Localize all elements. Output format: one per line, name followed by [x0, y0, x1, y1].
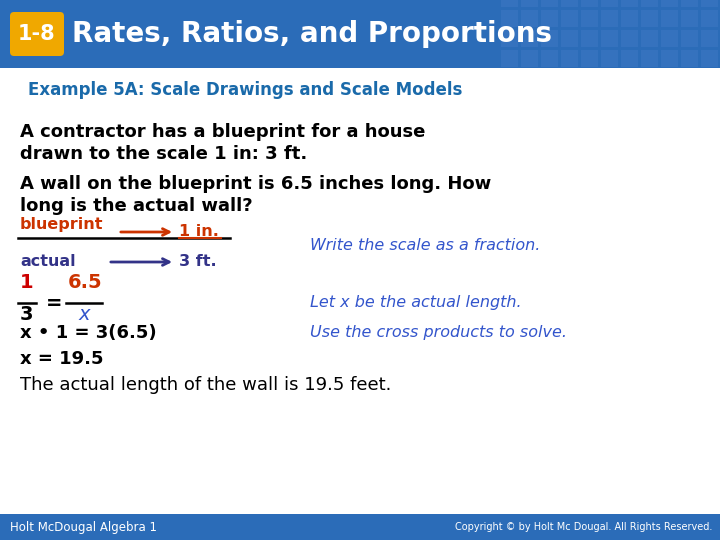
Text: Write the scale as a fraction.: Write the scale as a fraction.: [310, 239, 541, 253]
Text: 1-8: 1-8: [18, 24, 56, 44]
Text: 6.5: 6.5: [68, 273, 103, 292]
Text: Copyright © by Holt Mc Dougal. All Rights Reserved.: Copyright © by Holt Mc Dougal. All Right…: [454, 522, 712, 532]
Bar: [661, 10, 678, 27]
Bar: [501, 30, 518, 47]
Bar: [601, 30, 618, 47]
Bar: [661, 0, 678, 7]
Bar: [621, 10, 638, 27]
Text: long is the actual wall?: long is the actual wall?: [20, 197, 253, 215]
Bar: [581, 0, 598, 7]
Bar: [681, 50, 698, 67]
Bar: [0, 514, 720, 540]
Bar: [521, 0, 538, 7]
Text: Use the cross products to solve.: Use the cross products to solve.: [310, 326, 567, 341]
Text: A wall on the blueprint is 6.5 inches long. How: A wall on the blueprint is 6.5 inches lo…: [20, 175, 491, 193]
Text: =: =: [46, 294, 63, 313]
Bar: [521, 10, 538, 27]
Bar: [561, 30, 578, 47]
Bar: [561, 10, 578, 27]
Bar: [561, 50, 578, 67]
Bar: [661, 50, 678, 67]
Bar: [701, 10, 718, 27]
Bar: [641, 0, 658, 7]
Bar: [541, 50, 558, 67]
Bar: [701, 0, 718, 7]
Bar: [581, 30, 598, 47]
Bar: [701, 30, 718, 47]
Text: x: x: [78, 305, 89, 324]
Bar: [701, 50, 718, 67]
Bar: [621, 50, 638, 67]
Bar: [581, 10, 598, 27]
Bar: [541, 30, 558, 47]
Bar: [681, 0, 698, 7]
Text: 3 ft.: 3 ft.: [179, 254, 217, 269]
Text: A contractor has a blueprint for a house: A contractor has a blueprint for a house: [20, 123, 426, 141]
Bar: [621, 0, 638, 7]
Bar: [541, 0, 558, 7]
Bar: [661, 30, 678, 47]
Bar: [601, 10, 618, 27]
Text: drawn to the scale 1 in: 3 ft.: drawn to the scale 1 in: 3 ft.: [20, 145, 307, 163]
Text: Example 5A: Scale Drawings and Scale Models: Example 5A: Scale Drawings and Scale Mod…: [28, 81, 462, 99]
Bar: [641, 10, 658, 27]
Bar: [601, 0, 618, 7]
Text: Holt McDougal Algebra 1: Holt McDougal Algebra 1: [10, 521, 157, 534]
Text: 1: 1: [20, 273, 34, 292]
Text: 3: 3: [20, 305, 34, 324]
Text: actual: actual: [20, 254, 76, 269]
Bar: [501, 0, 518, 7]
Bar: [641, 50, 658, 67]
Bar: [0, 0, 720, 68]
Text: 1 in.: 1 in.: [179, 225, 219, 240]
Bar: [581, 50, 598, 67]
Bar: [541, 10, 558, 27]
Text: x • 1 = 3(6.5): x • 1 = 3(6.5): [20, 324, 157, 342]
Bar: [601, 50, 618, 67]
Text: The actual length of the wall is 19.5 feet.: The actual length of the wall is 19.5 fe…: [20, 376, 392, 394]
Text: blueprint: blueprint: [20, 217, 104, 232]
Text: Rates, Ratios, and Proportions: Rates, Ratios, and Proportions: [72, 20, 552, 48]
Bar: [521, 50, 538, 67]
Bar: [641, 30, 658, 47]
FancyBboxPatch shape: [10, 12, 64, 56]
Bar: [681, 10, 698, 27]
Bar: [501, 10, 518, 27]
Bar: [561, 0, 578, 7]
Bar: [621, 30, 638, 47]
Bar: [501, 50, 518, 67]
Text: Let x be the actual length.: Let x be the actual length.: [310, 295, 521, 310]
Text: x = 19.5: x = 19.5: [20, 350, 104, 368]
Bar: [681, 30, 698, 47]
Bar: [521, 30, 538, 47]
